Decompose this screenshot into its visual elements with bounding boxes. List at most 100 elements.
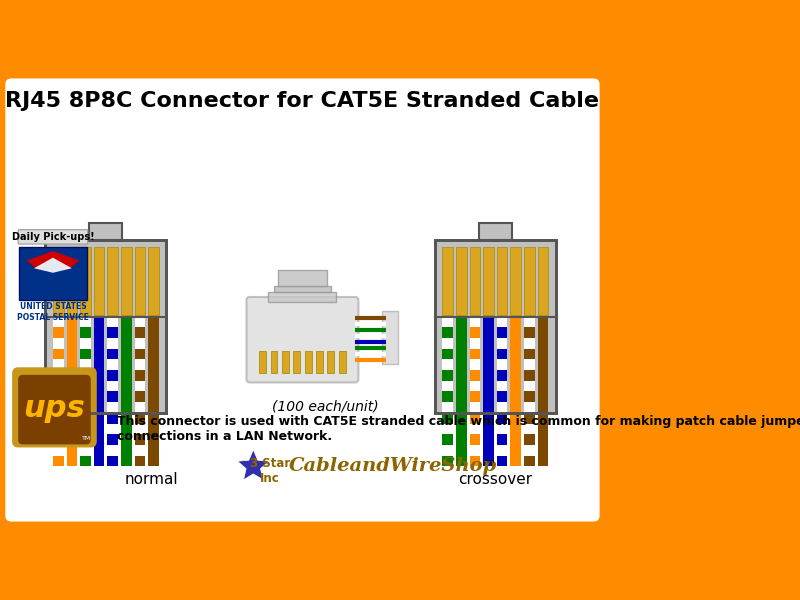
Bar <box>305 352 311 373</box>
Bar <box>107 317 118 466</box>
Bar <box>134 434 145 445</box>
Bar <box>470 391 480 402</box>
Bar <box>442 247 453 315</box>
Bar <box>134 349 145 359</box>
Bar <box>80 434 90 445</box>
Bar <box>497 370 507 381</box>
Text: This connector is used with CAT5E stranded cable which is common for making patc: This connector is used with CAT5E strand… <box>117 415 800 443</box>
Bar <box>53 434 63 445</box>
Bar <box>497 247 507 315</box>
Bar <box>278 270 326 286</box>
Bar <box>134 370 145 381</box>
Bar <box>470 317 480 466</box>
Bar <box>442 328 453 338</box>
Bar <box>282 352 289 373</box>
Bar <box>269 292 337 302</box>
Bar <box>80 391 90 402</box>
Bar <box>538 317 548 466</box>
Bar <box>19 247 87 300</box>
Bar <box>90 223 122 239</box>
Bar <box>524 434 534 445</box>
Bar <box>470 455 480 466</box>
Bar <box>134 247 145 315</box>
Bar <box>434 239 556 413</box>
Bar <box>442 391 453 402</box>
Bar <box>53 391 63 402</box>
Bar <box>524 247 534 315</box>
Bar <box>134 413 145 424</box>
Bar <box>497 413 507 424</box>
Bar <box>470 370 480 381</box>
Text: TM: TM <box>82 436 91 441</box>
Bar <box>470 349 480 359</box>
Bar <box>80 413 90 424</box>
Bar <box>524 391 534 402</box>
Bar <box>483 317 494 466</box>
Bar <box>470 434 480 445</box>
Bar <box>107 391 118 402</box>
Bar <box>107 434 118 445</box>
Text: 3 Star
Inc: 3 Star Inc <box>250 457 290 485</box>
Bar <box>53 349 63 359</box>
Bar <box>134 455 145 466</box>
Bar <box>497 455 507 466</box>
Bar <box>121 247 131 315</box>
Bar <box>107 455 118 466</box>
Text: crossover: crossover <box>458 472 532 487</box>
Text: RJ45 8P8C Connector for CAT5E Stranded Cable: RJ45 8P8C Connector for CAT5E Stranded C… <box>6 91 599 110</box>
Bar <box>148 317 158 466</box>
Text: normal: normal <box>125 472 178 487</box>
Text: Daily Pick-ups!: Daily Pick-ups! <box>12 232 94 242</box>
Bar <box>538 247 548 315</box>
Bar <box>53 317 63 466</box>
Bar <box>294 352 300 373</box>
Bar <box>80 317 90 466</box>
Bar <box>107 328 118 338</box>
Text: UNITED STATES
POSTAL SERVICE: UNITED STATES POSTAL SERVICE <box>17 302 89 322</box>
Bar <box>53 413 63 424</box>
Bar <box>46 239 166 413</box>
Bar <box>524 349 534 359</box>
Bar <box>497 434 507 445</box>
Bar <box>524 455 534 466</box>
Bar <box>148 247 158 315</box>
Bar <box>80 247 90 315</box>
FancyBboxPatch shape <box>18 230 88 244</box>
Bar <box>524 328 534 338</box>
Text: CableandWireShop: CableandWireShop <box>289 457 498 475</box>
Bar <box>442 413 453 424</box>
Bar <box>434 239 556 413</box>
Bar <box>470 328 480 338</box>
FancyBboxPatch shape <box>12 367 97 448</box>
Text: (100 each/unit): (100 each/unit) <box>272 400 378 414</box>
Bar <box>53 328 63 338</box>
Polygon shape <box>238 450 269 480</box>
Text: ™: ™ <box>484 460 495 470</box>
Bar <box>259 352 266 373</box>
Bar <box>94 247 104 315</box>
Bar <box>94 317 104 466</box>
Bar <box>80 349 90 359</box>
Bar <box>470 247 480 315</box>
Bar <box>510 247 521 315</box>
Bar <box>270 352 278 373</box>
Bar <box>442 317 453 466</box>
Bar <box>497 328 507 338</box>
Bar <box>134 391 145 402</box>
Bar <box>442 434 453 445</box>
Bar <box>478 223 512 239</box>
Bar <box>497 317 507 466</box>
Bar <box>442 349 453 359</box>
Bar <box>134 317 145 466</box>
Bar <box>338 352 346 373</box>
FancyBboxPatch shape <box>6 79 600 521</box>
Bar <box>456 317 466 466</box>
FancyBboxPatch shape <box>18 375 90 445</box>
Bar <box>327 352 334 373</box>
FancyBboxPatch shape <box>246 297 358 382</box>
Polygon shape <box>34 257 72 273</box>
Bar <box>107 413 118 424</box>
Bar <box>274 286 331 292</box>
Bar <box>66 247 77 315</box>
Bar <box>107 349 118 359</box>
